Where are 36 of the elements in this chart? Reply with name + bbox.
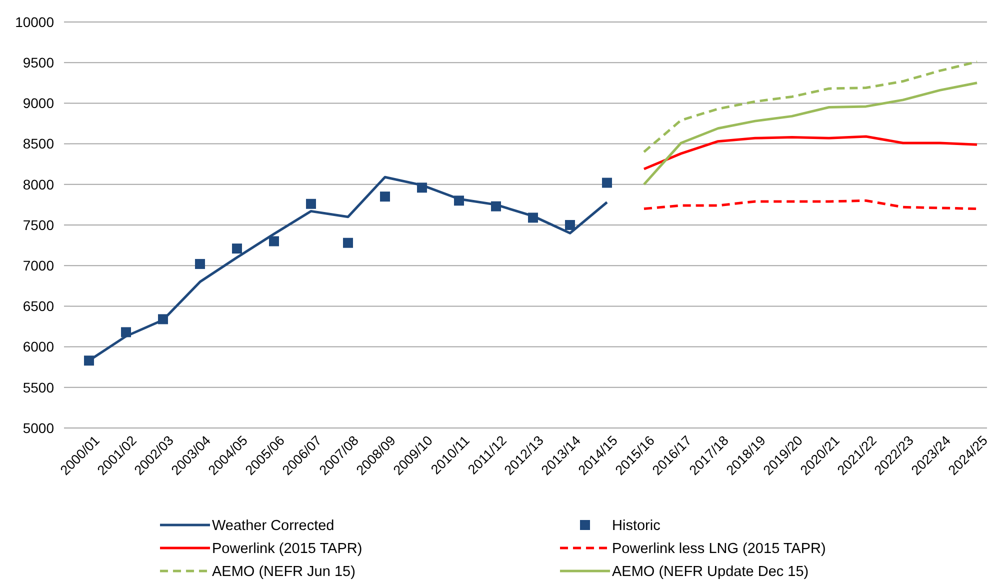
y-tick-label: 7500 — [22, 216, 54, 233]
point — [343, 238, 353, 248]
point — [84, 356, 94, 366]
point — [528, 212, 538, 223]
point — [195, 258, 205, 269]
y-tick-label: 8000 — [22, 176, 54, 192]
point — [269, 236, 279, 246]
line-series — [642, 60, 978, 154]
legend-label: AEMO (NEFR Update Dec 15) — [612, 564, 809, 580]
y-tick-label: 7000 — [22, 258, 54, 274]
point — [491, 201, 501, 212]
y-tick-label: 5000 — [22, 420, 54, 436]
point — [454, 196, 464, 206]
legend-label: Powerlink (2015 TAPR) — [212, 541, 362, 557]
legend-label: Powerlink less LNG (2015 TAPR) — [612, 541, 826, 557]
point — [565, 220, 575, 230]
point — [306, 198, 316, 209]
y-tick-label: 5500 — [22, 379, 54, 396]
y-tick-label: 6500 — [22, 298, 54, 314]
point — [380, 192, 390, 202]
legend-label: Historic — [612, 518, 660, 534]
line-series — [642, 135, 978, 170]
legend-label: AEMO (NEFR Jun 15) — [212, 564, 356, 580]
point — [602, 178, 612, 188]
y-tick-label: 10000 — [15, 14, 54, 30]
y-tick-label: 8500 — [22, 136, 54, 152]
point — [232, 244, 242, 254]
point — [158, 314, 168, 324]
y-tick-label: 9500 — [22, 54, 54, 70]
y-tick-label: 9000 — [22, 95, 54, 112]
point — [417, 182, 427, 193]
point — [121, 327, 131, 338]
line-series — [642, 199, 978, 210]
legend-label: Weather Corrected — [212, 518, 334, 534]
y-tick-label: 6000 — [22, 338, 54, 355]
line-series — [642, 82, 978, 186]
